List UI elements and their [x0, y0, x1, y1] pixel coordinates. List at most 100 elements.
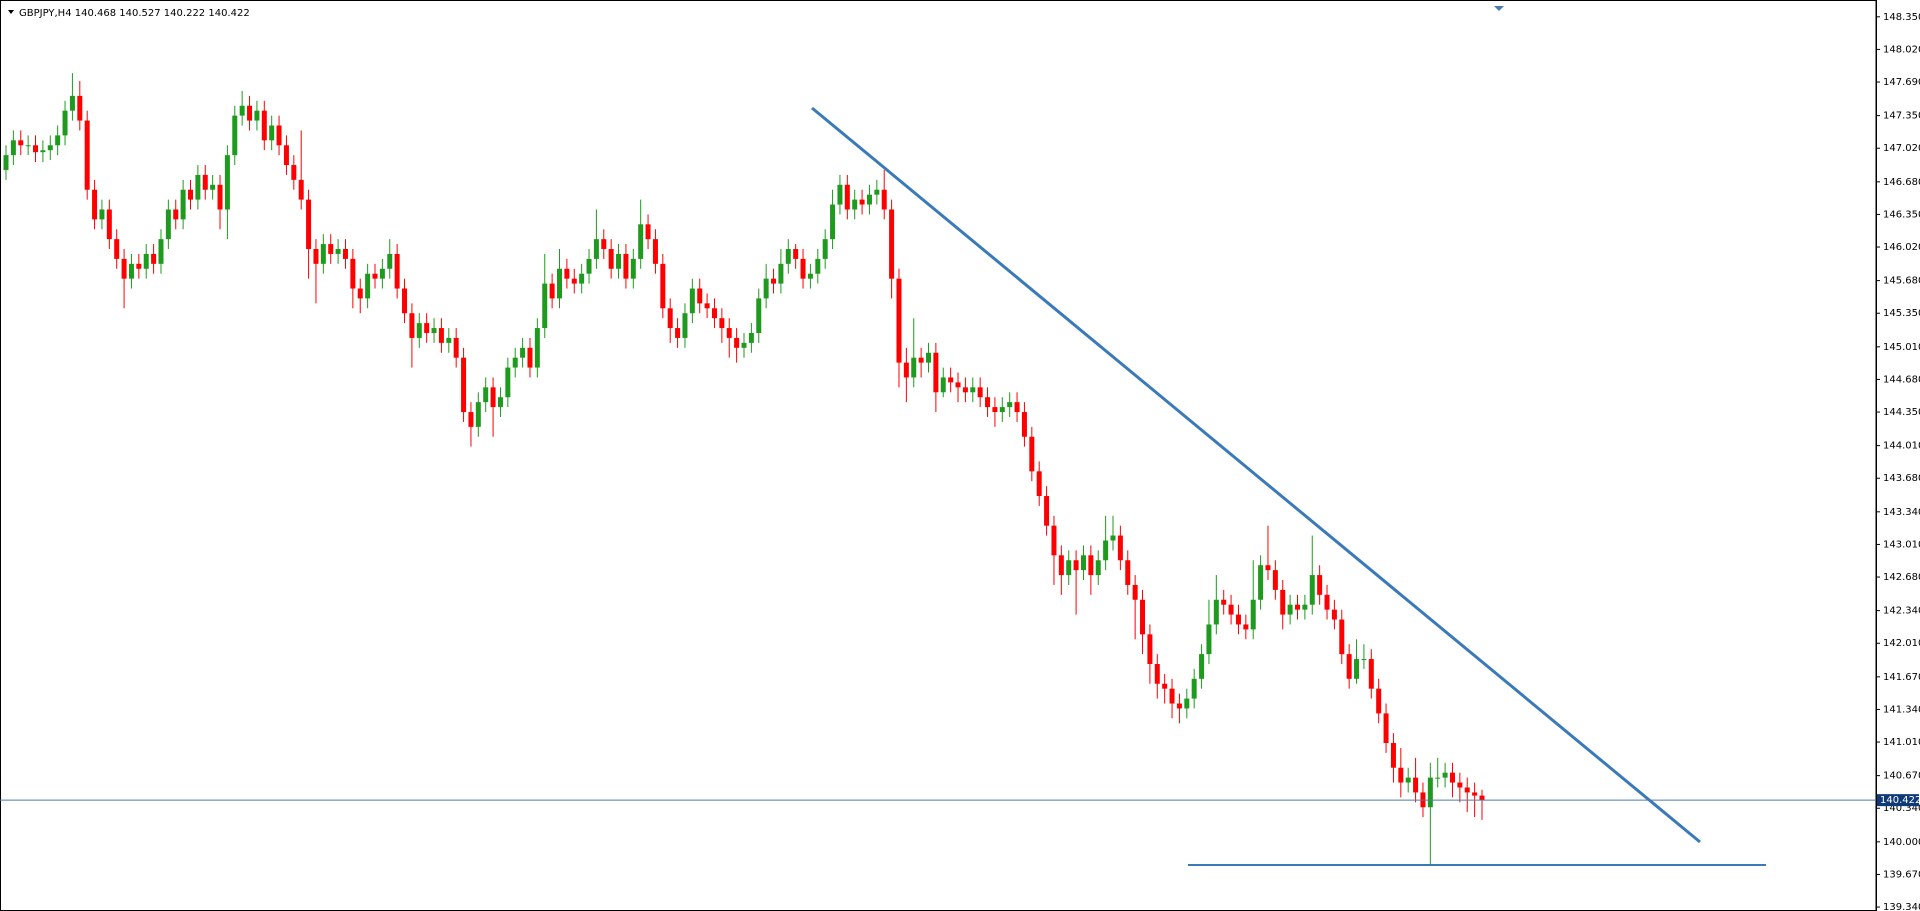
candle-body — [55, 135, 61, 146]
candle-body — [92, 189, 98, 220]
candle-body — [298, 179, 304, 200]
candle-body — [1066, 560, 1072, 576]
candle-body — [926, 352, 931, 363]
candle-body — [675, 328, 681, 338]
candle-body — [1117, 535, 1123, 561]
y-tick-label: 145.350 — [1883, 308, 1920, 319]
candle-body — [623, 253, 629, 279]
candle-body — [1184, 698, 1190, 709]
y-tick-label: 144.350 — [1883, 407, 1920, 418]
candle-body — [1287, 604, 1293, 615]
candle-body — [1442, 772, 1448, 778]
candle-body — [1317, 575, 1323, 595]
symbol-menu-icon[interactable] — [8, 10, 14, 14]
candle-body — [520, 347, 526, 358]
candle-body — [69, 95, 75, 111]
candle-body — [320, 244, 326, 264]
candle-body — [1427, 777, 1433, 808]
candle-body — [704, 303, 710, 309]
candle-body — [807, 273, 813, 279]
candle-body — [291, 165, 297, 180]
candle-body — [616, 253, 622, 269]
candle-body — [608, 249, 614, 269]
candle-body — [1346, 654, 1352, 679]
candle-body — [549, 283, 555, 299]
candle-body — [283, 145, 289, 166]
y-tick-label: 146.680 — [1883, 177, 1920, 188]
candle-body — [342, 249, 348, 259]
y-tick-label: 145.680 — [1883, 276, 1920, 287]
candle-body — [424, 323, 430, 333]
y-tick-label: 140.340 — [1883, 803, 1920, 814]
candle-body — [645, 224, 651, 240]
candle-body — [18, 140, 24, 146]
candle-body — [416, 323, 422, 338]
candle-body — [158, 239, 164, 264]
candle-body — [778, 263, 784, 284]
candle-body — [793, 249, 799, 259]
candle-body — [527, 347, 533, 368]
y-tick-label: 145.010 — [1883, 342, 1920, 353]
candle-body — [962, 387, 968, 393]
candle-body — [1331, 609, 1337, 620]
candle-body — [165, 209, 171, 240]
y-tick-label: 148.020 — [1883, 44, 1920, 55]
candle-body — [1044, 496, 1050, 526]
candle-body — [1383, 713, 1389, 744]
candle-body — [136, 263, 142, 269]
candle-body — [1088, 555, 1094, 576]
candle-body — [254, 110, 260, 121]
candle-body — [1162, 683, 1168, 689]
candle-body — [1243, 624, 1249, 630]
y-tick-label: 144.680 — [1883, 374, 1920, 385]
plot-frame — [0, 0, 1877, 911]
candle-body — [571, 278, 577, 284]
candle-body — [3, 155, 9, 170]
candle-body — [188, 189, 193, 200]
y-tick-label: 139.340 — [1883, 902, 1920, 911]
candle-body — [741, 342, 747, 348]
candle-body — [1457, 782, 1463, 788]
candle-body — [866, 194, 872, 205]
candle-body — [985, 397, 991, 408]
candle-body — [84, 120, 90, 190]
y-tick-label: 140.670 — [1883, 771, 1920, 782]
candle-body — [859, 199, 865, 205]
candle-body — [1176, 703, 1182, 709]
candle-body — [933, 352, 939, 393]
candle-body — [977, 387, 983, 398]
candle-body — [844, 184, 850, 210]
y-tick-label: 139.670 — [1883, 869, 1920, 880]
candle-body — [667, 308, 673, 329]
candle-body — [948, 377, 954, 383]
candle-body — [1368, 659, 1374, 689]
candle-body — [852, 199, 858, 210]
candle-body — [1405, 777, 1411, 783]
candle-body — [992, 407, 998, 413]
candle-body — [1147, 634, 1153, 664]
candle-body — [889, 209, 895, 279]
candle-body — [409, 313, 415, 338]
candle-body — [1132, 584, 1138, 600]
candle-body — [763, 278, 769, 299]
candle-body — [1154, 663, 1160, 684]
candle-body — [1036, 471, 1042, 497]
candle-body — [25, 145, 31, 147]
trend-line — [811, 106, 1701, 844]
candle-body — [918, 357, 924, 363]
candle-body — [328, 244, 334, 254]
y-tick-label: 142.010 — [1883, 638, 1920, 649]
candle-body — [40, 150, 46, 153]
y-tick-label: 146.020 — [1883, 242, 1920, 253]
candle-body — [697, 288, 703, 304]
candle-body — [306, 199, 312, 250]
candle-body — [106, 209, 112, 240]
candle-body — [468, 412, 474, 427]
y-tick-label: 147.690 — [1883, 77, 1920, 88]
candle-body — [99, 209, 105, 220]
candle-body — [1021, 412, 1027, 437]
candle-body — [726, 328, 732, 338]
candle-body — [1398, 767, 1404, 783]
candle-body — [239, 105, 245, 116]
